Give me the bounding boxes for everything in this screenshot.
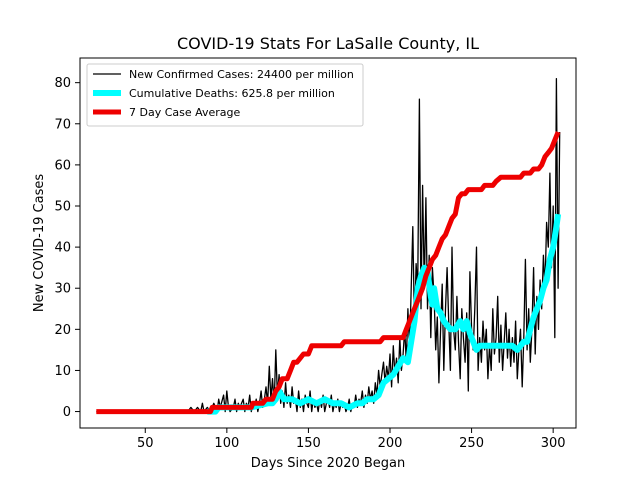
y-tick-label: 30 [54,282,71,297]
y-tick-label: 0 [63,405,71,420]
x-axis: 50 100 150 200 250 300 [137,428,566,451]
series-layer [96,77,562,415]
y-tick-label: 10 [54,364,71,379]
x-tick-label: 150 [296,436,321,451]
y-tick-label: 70 [54,117,71,132]
legend: New Confirmed Cases: 24400 per million Cu… [86,63,364,127]
y-axis-label: New COVID-19 Cases [32,174,47,312]
x-tick-label: 200 [378,436,403,451]
x-tick-label: 50 [137,436,154,451]
x-tick-label: 100 [214,436,239,451]
y-tick-label: 40 [54,241,71,256]
legend-box [86,63,364,127]
y-axis: 0 10 20 30 40 50 60 70 80 [54,76,80,420]
y-tick-label: 50 [54,200,71,215]
y-tick-label: 80 [54,76,71,91]
y-tick-label: 20 [54,323,71,338]
x-tick-label: 250 [459,436,484,451]
chart-title: COVID-19 Stats For LaSalle County, IL [177,34,479,53]
cumulative-deaths-line [207,213,562,415]
legend-entry-label: 7 Day Case Average [129,106,241,119]
x-tick-label: 300 [541,436,566,451]
x-axis-label: Days Since 2020 Began [251,456,406,471]
legend-entry-label: New Confirmed Cases: 24400 per million [129,68,354,81]
legend-entry-label: Cumulative Deaths: 625.8 per million [129,87,335,100]
y-tick-label: 60 [54,158,71,173]
plot-frame [79,57,577,429]
seven-day-average-line [96,131,561,415]
